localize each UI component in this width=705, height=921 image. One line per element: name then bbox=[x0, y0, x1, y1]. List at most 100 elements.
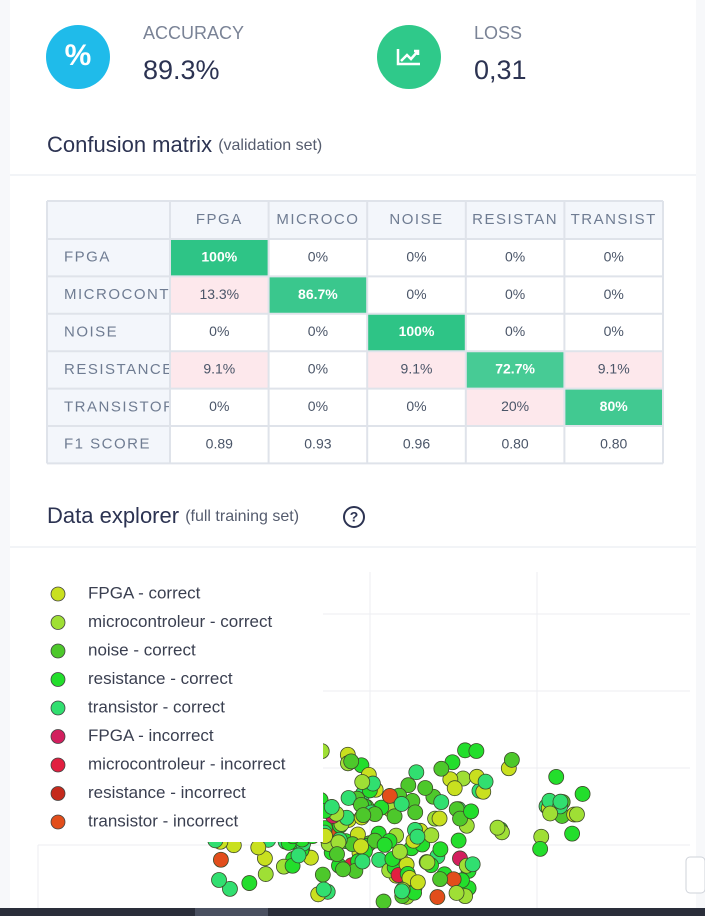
help-icon[interactable] bbox=[343, 506, 365, 528]
cell-value: 0.96 bbox=[403, 435, 430, 451]
cell-value: 0% bbox=[406, 248, 426, 264]
data-point bbox=[548, 768, 565, 785]
data-point bbox=[446, 780, 463, 797]
title: Confusion matrix bbox=[47, 132, 212, 157]
cell bbox=[268, 351, 368, 389]
row-header-bg bbox=[47, 276, 170, 314]
data-point bbox=[463, 803, 479, 820]
cell bbox=[465, 313, 565, 352]
row-header: MICROCONT bbox=[64, 286, 170, 303]
data-point bbox=[408, 764, 425, 781]
row-header: F1 SCORE bbox=[64, 436, 151, 453]
cell-value: 0.89 bbox=[206, 435, 233, 451]
data-point bbox=[241, 875, 258, 891]
column-header: FPGA bbox=[196, 211, 243, 228]
cell-value: 9.1% bbox=[203, 361, 235, 377]
cell bbox=[268, 276, 368, 314]
subtitle: (validation set) bbox=[218, 137, 322, 154]
cell bbox=[367, 313, 466, 352]
data-point bbox=[376, 836, 393, 853]
data-point bbox=[431, 810, 448, 827]
data-point bbox=[290, 847, 307, 864]
cell-value: 9.1% bbox=[598, 361, 630, 377]
data-point bbox=[314, 866, 331, 883]
cell bbox=[465, 276, 565, 314]
cell bbox=[367, 351, 466, 389]
cell-value: 72.7% bbox=[495, 361, 535, 377]
cell bbox=[268, 426, 368, 464]
column-header: RESISTAN bbox=[472, 211, 558, 228]
data-point bbox=[222, 880, 238, 897]
legend-marker bbox=[50, 700, 66, 716]
data-point bbox=[433, 760, 450, 777]
data-point bbox=[323, 799, 340, 815]
data-point bbox=[419, 854, 436, 871]
bottom-bar-tab bbox=[195, 908, 268, 916]
cell bbox=[564, 239, 663, 277]
legend-marker bbox=[50, 729, 66, 744]
legend-marker bbox=[50, 643, 66, 659]
data-point bbox=[532, 841, 549, 857]
data-point bbox=[353, 838, 369, 855]
data-point bbox=[407, 804, 424, 821]
legend: FPGA - correct microcontroleur - correct n… bbox=[50, 583, 286, 830]
side-button[interactable] bbox=[685, 856, 705, 894]
data-point bbox=[489, 819, 506, 836]
cell bbox=[465, 239, 565, 277]
accuracy-icon bbox=[46, 25, 110, 89]
column-header: TRANSIST bbox=[571, 211, 657, 228]
data-point bbox=[393, 796, 410, 812]
data-point bbox=[354, 774, 371, 790]
data-point bbox=[450, 832, 467, 849]
data-point bbox=[315, 881, 332, 898]
stat-label: ACCURACY bbox=[143, 23, 244, 43]
data-point bbox=[574, 786, 591, 802]
data-point bbox=[394, 883, 410, 900]
cell-value: 0% bbox=[308, 398, 328, 414]
column-header: MICROCO bbox=[276, 211, 359, 228]
icon-glyph bbox=[396, 49, 420, 66]
cell-value: 0.80 bbox=[501, 435, 528, 451]
cell-value: 20% bbox=[501, 398, 529, 414]
legend-label: transistor - incorrect bbox=[88, 811, 238, 830]
cell-value: 86.7% bbox=[298, 286, 338, 302]
row-header: TRANSISTOR bbox=[64, 398, 175, 415]
cell bbox=[170, 276, 269, 314]
header-row bbox=[47, 201, 663, 239]
data-point bbox=[409, 874, 426, 891]
data-point bbox=[409, 828, 426, 845]
cell-value: 9.1% bbox=[401, 361, 433, 377]
cell bbox=[367, 276, 466, 314]
data-point bbox=[429, 889, 446, 905]
data-point bbox=[340, 790, 357, 806]
cell-value: 100% bbox=[201, 248, 237, 264]
cell-value: 0% bbox=[308, 361, 328, 377]
data-point bbox=[417, 780, 434, 796]
data-point bbox=[355, 807, 372, 824]
cell-value: 0% bbox=[505, 248, 525, 264]
cell bbox=[268, 239, 368, 277]
cell bbox=[170, 426, 269, 464]
data-point bbox=[386, 808, 403, 825]
cell bbox=[367, 239, 466, 277]
title: Data explorer bbox=[47, 503, 179, 528]
cell-value: 80% bbox=[600, 398, 629, 414]
help-glyph[interactable]: ? bbox=[350, 509, 359, 525]
data-point bbox=[552, 793, 569, 810]
legend-box bbox=[40, 580, 323, 842]
cell-value: 0% bbox=[604, 248, 624, 264]
cell bbox=[170, 388, 269, 426]
legend-label: resistance - correct bbox=[88, 669, 233, 688]
data-point bbox=[452, 810, 468, 827]
cell-value: 0% bbox=[604, 323, 624, 339]
data-point bbox=[354, 853, 371, 870]
data-point bbox=[212, 851, 229, 868]
cell-value: 0% bbox=[505, 323, 525, 339]
row-header: FPGA bbox=[64, 249, 111, 266]
cell bbox=[564, 276, 663, 314]
data-point bbox=[343, 753, 360, 770]
data-point bbox=[432, 841, 449, 858]
data-point bbox=[433, 794, 450, 811]
stat-value: 89.3% bbox=[143, 55, 220, 85]
cell bbox=[170, 239, 269, 277]
